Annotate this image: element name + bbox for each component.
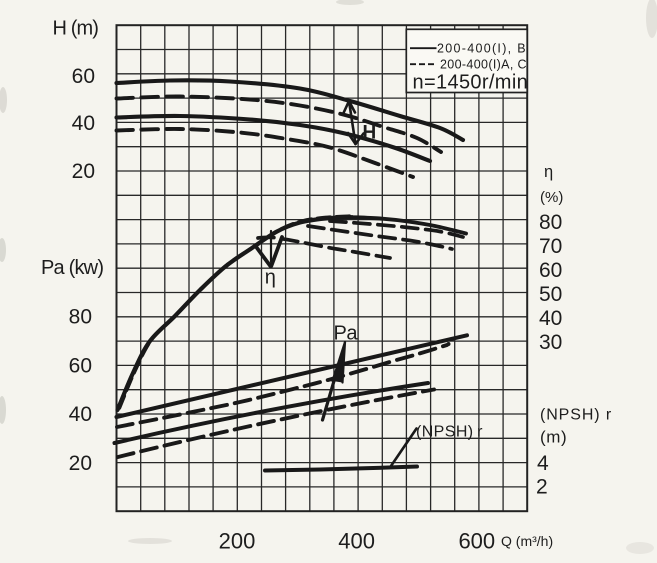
svg-text:60: 60 <box>72 65 95 88</box>
svg-text:20: 20 <box>69 452 92 475</box>
svg-text:80: 80 <box>539 211 562 234</box>
svg-text:n=1450r/min: n=1450r/min <box>413 72 529 94</box>
svg-text:Q (m³/h): Q (m³/h) <box>501 533 553 549</box>
svg-text:η: η <box>265 267 276 289</box>
svg-text:60: 60 <box>539 259 562 282</box>
svg-text:2: 2 <box>536 476 548 499</box>
svg-text:40: 40 <box>539 307 562 330</box>
svg-text:200-400(I), B: 200-400(I), B <box>437 42 527 56</box>
svg-text:(%): (%) <box>540 189 563 206</box>
svg-text:70: 70 <box>539 235 562 258</box>
svg-text:H: H <box>363 123 377 144</box>
svg-text:200: 200 <box>219 529 256 554</box>
svg-text:Pa (kw): Pa (kw) <box>41 257 103 279</box>
svg-text:(m): (m) <box>540 428 567 447</box>
svg-text:30: 30 <box>539 331 562 354</box>
svg-text:80: 80 <box>69 306 92 329</box>
svg-text:(NPSH) r: (NPSH) r <box>540 407 612 424</box>
svg-text:60: 60 <box>69 354 92 377</box>
svg-text:(NPSH) r: (NPSH) r <box>416 424 483 441</box>
svg-text:Pa: Pa <box>334 323 359 345</box>
svg-text:200-400(I)A, C: 200-400(I)A, C <box>440 58 527 72</box>
svg-text:600: 600 <box>458 529 495 554</box>
svg-text:20: 20 <box>72 160 95 183</box>
svg-text:50: 50 <box>539 283 562 306</box>
svg-text:40: 40 <box>72 112 95 135</box>
svg-text:4: 4 <box>537 452 549 475</box>
svg-text:40: 40 <box>69 403 92 426</box>
svg-text:η: η <box>544 163 553 181</box>
svg-text:400: 400 <box>338 529 375 554</box>
svg-text:H (m): H (m) <box>53 18 99 40</box>
